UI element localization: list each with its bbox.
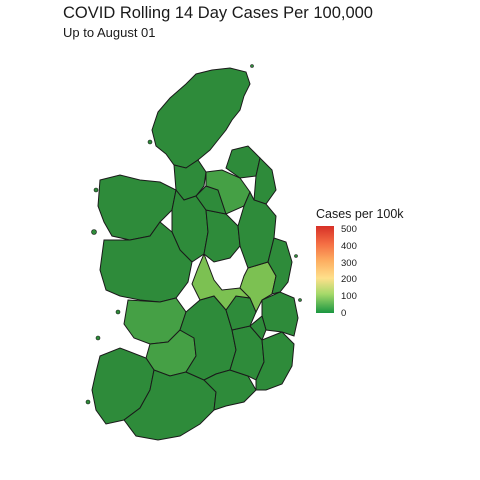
county-cork[interactable]	[123, 369, 217, 441]
map-title: COVID Rolling 14 Day Cases Per 100,000	[63, 4, 373, 22]
county-galway[interactable]	[99, 221, 193, 303]
legend-tick-300: 300	[341, 258, 357, 269]
legend-tick-500: 500	[341, 224, 357, 235]
map-subtitle: Up to August 01	[63, 25, 156, 40]
county-offaly[interactable]	[191, 252, 252, 311]
coastline-islands	[85, 64, 302, 405]
county-wexford[interactable]	[255, 331, 295, 391]
county-dublin[interactable]	[267, 237, 293, 295]
county-westmeath[interactable]	[203, 209, 241, 263]
legend-tick-200: 200	[341, 274, 357, 285]
legend-title: Cases per 100k	[316, 207, 404, 221]
legend-tick-400: 400	[341, 241, 357, 252]
county-carlow[interactable]	[249, 315, 267, 341]
legend-color-bar	[316, 226, 334, 313]
county-wicklow[interactable]	[261, 291, 299, 337]
county-monaghan[interactable]	[225, 145, 261, 179]
legend-tick-0: 0	[341, 308, 347, 319]
legend-tick-100: 100	[341, 291, 357, 302]
